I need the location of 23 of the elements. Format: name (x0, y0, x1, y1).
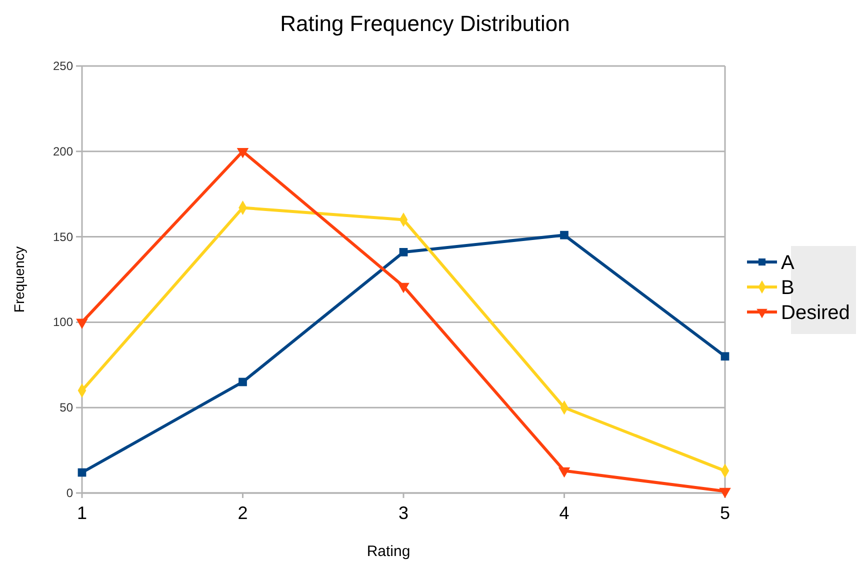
legend-label: B (781, 277, 794, 299)
point (238, 378, 247, 386)
x-tick-label: 3 (398, 503, 409, 523)
point (720, 352, 730, 361)
x-tick-label: 2 (238, 503, 248, 523)
chart-title: Rating Frequency Distribution (280, 11, 570, 36)
legend-label: A (781, 252, 795, 274)
y-tick-label: 100 (52, 315, 74, 330)
y-tick-label: 50 (60, 400, 74, 415)
y-tick-label: 0 (66, 486, 74, 500)
legend-label: Desired (781, 302, 850, 324)
point (399, 248, 408, 256)
point (76, 318, 88, 329)
x-axis-title: Rating (366, 543, 410, 560)
y-tick-label: 150 (52, 230, 74, 244)
x-tick-label: 4 (559, 503, 570, 523)
x-tick-label: 5 (720, 503, 730, 523)
point (560, 230, 568, 240)
y-axis-title: Frequency (11, 246, 27, 313)
point (78, 468, 86, 477)
x-tick-label: 1 (76, 503, 88, 523)
y-tick-label: 250 (52, 59, 74, 73)
y-tick-label: 200 (52, 144, 74, 158)
